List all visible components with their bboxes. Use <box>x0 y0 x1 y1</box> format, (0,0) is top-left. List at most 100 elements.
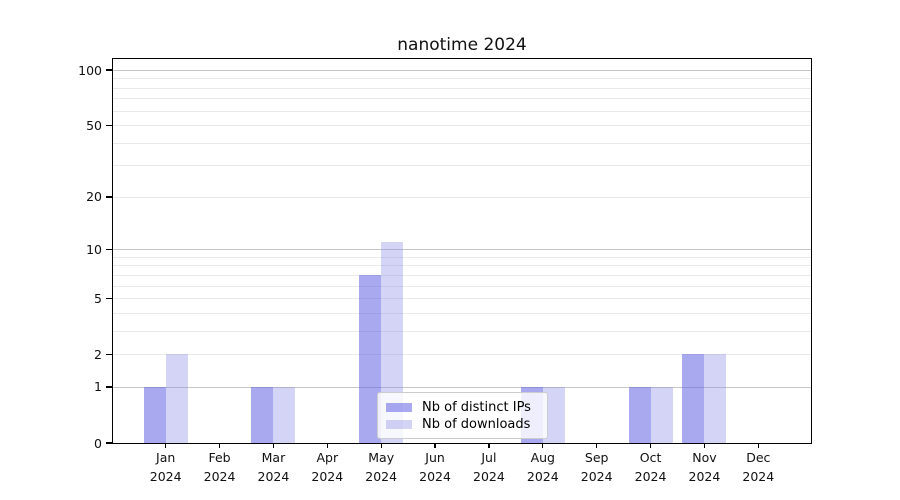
legend: Nb of distinct IPs Nb of downloads <box>377 392 548 439</box>
y-tick-label: 5 <box>94 290 102 306</box>
y-tick <box>106 124 113 126</box>
legend-swatch-downloads-icon <box>386 419 412 430</box>
y-tick <box>106 69 113 71</box>
bar-distinct-ips-mar <box>251 386 274 443</box>
gridline-minor <box>113 274 811 276</box>
gridline-minor <box>113 110 811 112</box>
chart-title: nanotime 2024 <box>397 35 527 55</box>
gridline-minor <box>113 87 811 89</box>
x-tick <box>380 443 382 448</box>
bar-distinct-ips-jan <box>143 386 166 443</box>
x-tick-label-feb: Feb 2024 <box>190 448 250 486</box>
x-tick-month: Sep <box>584 450 609 465</box>
x-tick-month: Feb <box>208 450 231 465</box>
x-tick <box>649 443 652 448</box>
bar-distinct-ips-may <box>359 274 382 443</box>
gridline-minor <box>113 78 811 80</box>
x-tick-year: 2024 <box>311 469 344 484</box>
gridline-minor <box>113 165 811 167</box>
gridline-minor <box>113 298 811 300</box>
x-tick-label-apr: Apr 2024 <box>297 448 357 486</box>
x-tick-year: 2024 <box>742 469 775 484</box>
legend-label-distinct-ips: Nb of distinct IPs <box>422 400 531 415</box>
x-tick-month: Jun <box>425 450 445 465</box>
x-tick-month: Jul <box>481 450 497 465</box>
x-tick-year: 2024 <box>580 469 613 484</box>
x-tick-year: 2024 <box>473 469 505 484</box>
x-tick-year: 2024 <box>419 469 451 484</box>
gridline-minor <box>113 256 811 258</box>
x-tick-label-oct: Oct 2024 <box>621 448 681 486</box>
x-tick <box>757 443 759 448</box>
y-tick-label: 50 <box>86 117 102 133</box>
bar-downloads-aug <box>542 386 565 443</box>
x-tick-month: Apr <box>316 450 339 465</box>
y-tick <box>106 248 113 250</box>
x-tick-label-jan: Jan 2024 <box>136 448 196 486</box>
y-tick-label: 100 <box>78 62 102 78</box>
bar-downloads-oct <box>650 386 673 443</box>
x-tick-year: 2024 <box>203 469 236 484</box>
legend-label-downloads: Nb of downloads <box>422 417 531 432</box>
gridline-minor <box>113 354 811 356</box>
x-tick <box>596 443 598 448</box>
x-tick-month: Aug <box>530 450 555 465</box>
x-tick-month: May <box>368 450 395 465</box>
x-tick-month: Dec <box>746 450 771 465</box>
bar-downloads-jan <box>165 354 188 443</box>
x-tick <box>272 443 275 448</box>
y-tick-label: 1 <box>94 379 102 395</box>
bar-distinct-ips-oct <box>628 386 651 443</box>
x-tick-label-aug: Aug 2024 <box>513 448 573 486</box>
x-tick <box>165 443 167 448</box>
y-tick-label: 20 <box>86 189 102 205</box>
x-tick-year: 2024 <box>149 469 182 484</box>
gridline-minor <box>113 312 811 314</box>
gridline-minor <box>113 196 811 198</box>
gridline-minor <box>113 285 811 287</box>
x-tick <box>542 443 544 448</box>
y-tick <box>106 196 113 198</box>
plot-area <box>112 58 812 444</box>
x-tick <box>488 443 490 448</box>
x-tick-year: 2024 <box>526 469 559 484</box>
x-tick-label-jul: Jul 2024 <box>459 448 519 486</box>
x-tick-label-nov: Nov 2024 <box>674 448 734 486</box>
gridline-major <box>113 70 811 71</box>
gridline-minor <box>113 330 811 332</box>
x-tick-label-jun: Jun 2024 <box>405 448 465 486</box>
x-tick-month: Mar <box>261 450 286 465</box>
y-tick-label: 2 <box>94 346 102 362</box>
gridline-major <box>113 249 811 251</box>
gridline-minor <box>113 98 811 100</box>
x-tick-label-may: May 2024 <box>351 448 411 486</box>
x-tick <box>326 443 328 448</box>
legend-item-distinct-ips: Nb of distinct IPs <box>386 399 539 416</box>
x-tick <box>434 443 436 448</box>
x-tick-year: 2024 <box>634 469 667 484</box>
y-tick <box>106 442 113 444</box>
bar-downloads-nov <box>704 354 727 443</box>
x-tick-month: Nov <box>692 450 717 465</box>
y-tick-label: 10 <box>86 241 102 257</box>
legend-swatch-distinct-ips-icon <box>386 402 412 413</box>
x-tick-year: 2024 <box>365 469 398 484</box>
bar-downloads-mar <box>273 386 296 443</box>
gridline-major <box>113 386 811 388</box>
y-tick <box>106 353 113 355</box>
y-tick <box>106 386 113 388</box>
x-tick <box>703 443 705 448</box>
gridline-minor <box>113 265 811 267</box>
gridline-minor <box>113 142 811 144</box>
gridline-minor <box>113 125 811 127</box>
x-tick <box>218 443 221 448</box>
x-tick-year: 2024 <box>688 469 721 484</box>
y-tick-label: 0 <box>94 435 102 451</box>
x-tick-label-dec: Dec 2024 <box>728 448 788 486</box>
x-tick-year: 2024 <box>257 469 290 484</box>
x-tick-label-sep: Sep 2024 <box>567 448 627 486</box>
x-tick-month: Oct <box>639 450 662 465</box>
bar-distinct-ips-nov <box>682 354 705 443</box>
x-tick-label-mar: Mar 2024 <box>243 448 303 486</box>
